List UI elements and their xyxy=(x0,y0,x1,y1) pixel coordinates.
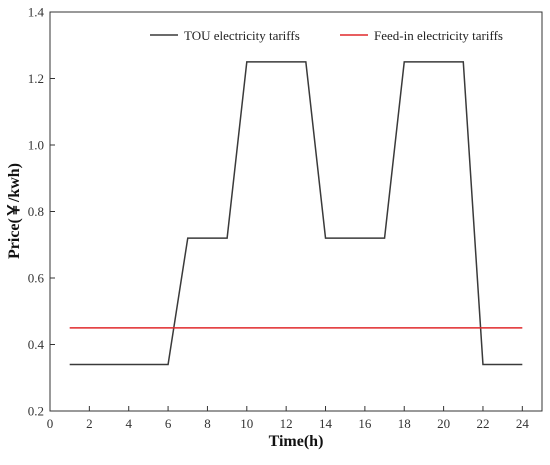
x-tick-label: 12 xyxy=(280,416,293,431)
y-tick-label: 0.8 xyxy=(28,204,44,219)
y-tick-label: 0.4 xyxy=(28,337,45,352)
plot-frame xyxy=(49,11,543,412)
x-tick-label: 8 xyxy=(204,416,211,431)
x-tick-label: 2 xyxy=(86,416,93,431)
x-tick-label: 20 xyxy=(437,416,450,431)
x-tick-label: 10 xyxy=(240,416,253,431)
x-tick-label: 24 xyxy=(516,416,530,431)
y-tick-label: 1.4 xyxy=(28,5,45,20)
series-line-tou xyxy=(69,61,523,366)
x-tick-label: 18 xyxy=(398,416,411,431)
x-tick-label: 0 xyxy=(47,416,54,431)
x-axis-title: Time(h) xyxy=(269,433,324,450)
series-layer xyxy=(69,61,523,366)
y-axis-title: Price(￥/kwh) xyxy=(6,163,23,259)
x-tick-label: 16 xyxy=(358,416,372,431)
x-tick-label: 14 xyxy=(319,416,333,431)
legend: TOU electricity tariffs Feed-in electric… xyxy=(150,28,503,43)
x-tick-label: 22 xyxy=(476,416,489,431)
y-tick-label: 0.2 xyxy=(28,404,44,419)
y-axis-ticks: 0.2 0.4 0.6 0.8 1.0 1.2 1.4 xyxy=(28,5,55,419)
x-tick-label: 6 xyxy=(165,416,172,431)
x-axis-ticks: 0 2 4 6 8 10 12 14 16 18 20 22 24 xyxy=(47,406,530,431)
x-tick-label: 4 xyxy=(125,416,132,431)
legend-label-feed-in: Feed-in electricity tariffs xyxy=(374,28,503,43)
legend-label-tou: TOU electricity tariffs xyxy=(184,28,300,43)
y-tick-label: 1.0 xyxy=(28,138,44,153)
y-tick-label: 0.6 xyxy=(28,271,45,286)
y-tick-label: 1.2 xyxy=(28,71,44,86)
